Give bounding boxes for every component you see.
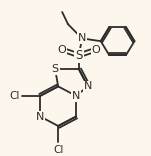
- Text: Cl: Cl: [53, 145, 63, 155]
- Text: N: N: [78, 33, 86, 43]
- Text: O: O: [92, 45, 100, 55]
- Text: S: S: [52, 64, 59, 74]
- Text: N: N: [36, 112, 45, 122]
- Text: N: N: [84, 81, 92, 91]
- Text: Cl: Cl: [9, 91, 19, 101]
- Text: S: S: [75, 49, 83, 62]
- Text: N: N: [72, 91, 80, 101]
- Text: O: O: [58, 45, 66, 55]
